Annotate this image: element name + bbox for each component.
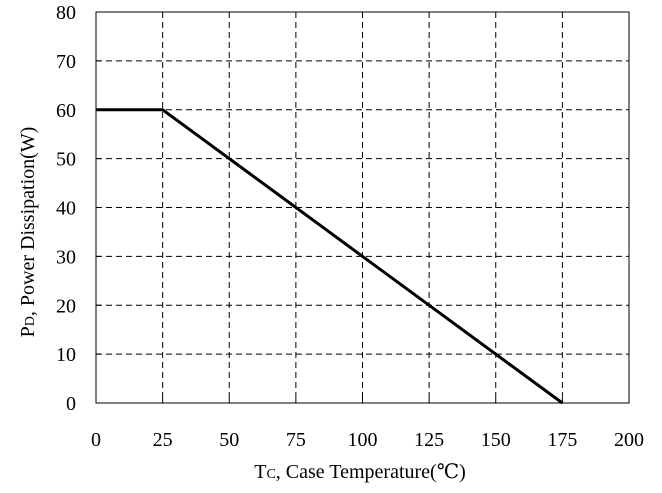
x-tick-label: 50 <box>219 429 239 451</box>
y-tick-label: 70 <box>56 51 76 73</box>
y-tick-label: 60 <box>56 100 76 122</box>
series-lines <box>96 108 564 405</box>
x-tick-label: 25 <box>153 429 173 451</box>
x-tick-label: 75 <box>286 429 306 451</box>
y-axis-title-rest: , Power Dissipation(W) <box>17 127 39 316</box>
x-tick-label: 0 <box>91 429 101 451</box>
grid-lines <box>96 12 629 403</box>
x-tick-label: 100 <box>348 429 378 451</box>
x-axis-title: TC, Case Temperature(℃) <box>254 461 466 483</box>
x-tick-label: 150 <box>481 429 511 451</box>
y-axis-title: PD, Power Dissipation(W) <box>17 127 39 338</box>
y-tick-label: 20 <box>56 295 76 317</box>
x-axis-title-sub: C <box>266 467 275 482</box>
y-tick-label: 50 <box>56 149 76 171</box>
y-axis-title-sub: D <box>23 316 38 326</box>
series-line <box>96 108 564 405</box>
x-axis-title-main: T <box>254 461 266 483</box>
x-tick-label: 175 <box>547 429 577 451</box>
plot-frame <box>95 11 630 404</box>
y-tick-label: 30 <box>56 246 76 268</box>
x-tick-label: 200 <box>614 429 644 451</box>
y-axis-title-main: P <box>17 326 39 337</box>
x-axis-title-rest: , Case Temperature(℃) <box>276 461 466 483</box>
y-tick-label: 40 <box>56 198 76 220</box>
x-tick-label: 125 <box>414 429 444 451</box>
y-tick-label: 10 <box>56 344 76 366</box>
y-tick-label: 80 <box>56 2 76 24</box>
x-tick-labels: 0 25 50 75 100 125 150 175 200 <box>91 429 644 451</box>
y-tick-labels: 0 10 20 30 40 50 60 70 80 <box>56 2 76 415</box>
y-tick-label: 0 <box>66 393 76 415</box>
